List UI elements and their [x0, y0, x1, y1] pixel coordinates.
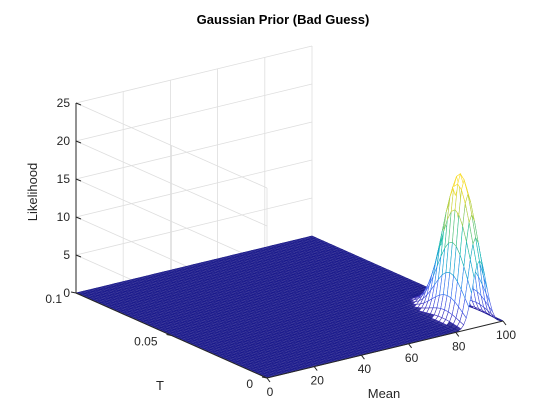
z-tick-mark — [75, 178, 82, 182]
surface-patch — [467, 194, 475, 222]
grid-line — [75, 83, 313, 142]
surface-mesh — [75, 173, 504, 379]
x-tick-mark — [455, 332, 460, 337]
x-tick-label: 60 — [405, 351, 419, 365]
z-tick-mark — [75, 292, 82, 296]
x-axis-label: Mean — [368, 386, 401, 401]
z-tick-mark — [75, 140, 82, 144]
y-tick-mark — [70, 291, 77, 294]
z-tick-label: 15 — [57, 172, 71, 186]
x-axis-line — [266, 320, 504, 379]
z-tick-label: 10 — [57, 210, 71, 224]
z-tick-mark — [75, 216, 82, 220]
grid-line — [75, 102, 268, 189]
grid-line — [75, 159, 313, 218]
y-tick-mark — [166, 334, 172, 336]
x-tick-label: 0 — [267, 385, 274, 399]
grid-line — [75, 197, 313, 256]
y-tick-label: 0.05 — [134, 335, 158, 349]
x-tick-mark — [313, 366, 318, 371]
z-tick-label: 5 — [63, 248, 70, 262]
grid-line — [75, 178, 268, 265]
z-tick-mark — [75, 102, 82, 106]
x-tick-mark — [502, 320, 507, 326]
x-tick-mark — [408, 343, 413, 349]
x-tick-label: 40 — [358, 362, 372, 376]
grid-line — [75, 45, 313, 104]
z-tick-mark — [75, 254, 82, 258]
y-axis-label: T — [156, 378, 164, 393]
x-tick-label: 20 — [311, 374, 325, 388]
x-tick-label: 80 — [452, 339, 466, 353]
y-tick-label: 0 — [246, 377, 253, 391]
x-tick-mark — [266, 377, 271, 383]
chart-title: Gaussian Prior (Bad Guess) — [197, 12, 370, 27]
grid-line — [75, 121, 313, 180]
grid-line — [75, 140, 268, 227]
y-tick-label: 0.1 — [45, 292, 62, 306]
z-tick-label: 0 — [63, 286, 70, 300]
z-tick-label: 25 — [57, 96, 71, 110]
z-tick-label: 20 — [57, 134, 71, 148]
z-axis-label: Likelihood — [25, 163, 40, 222]
x-tick-label: 100 — [496, 328, 516, 342]
x-tick-mark — [360, 354, 365, 360]
y-tick-mark — [261, 376, 268, 379]
